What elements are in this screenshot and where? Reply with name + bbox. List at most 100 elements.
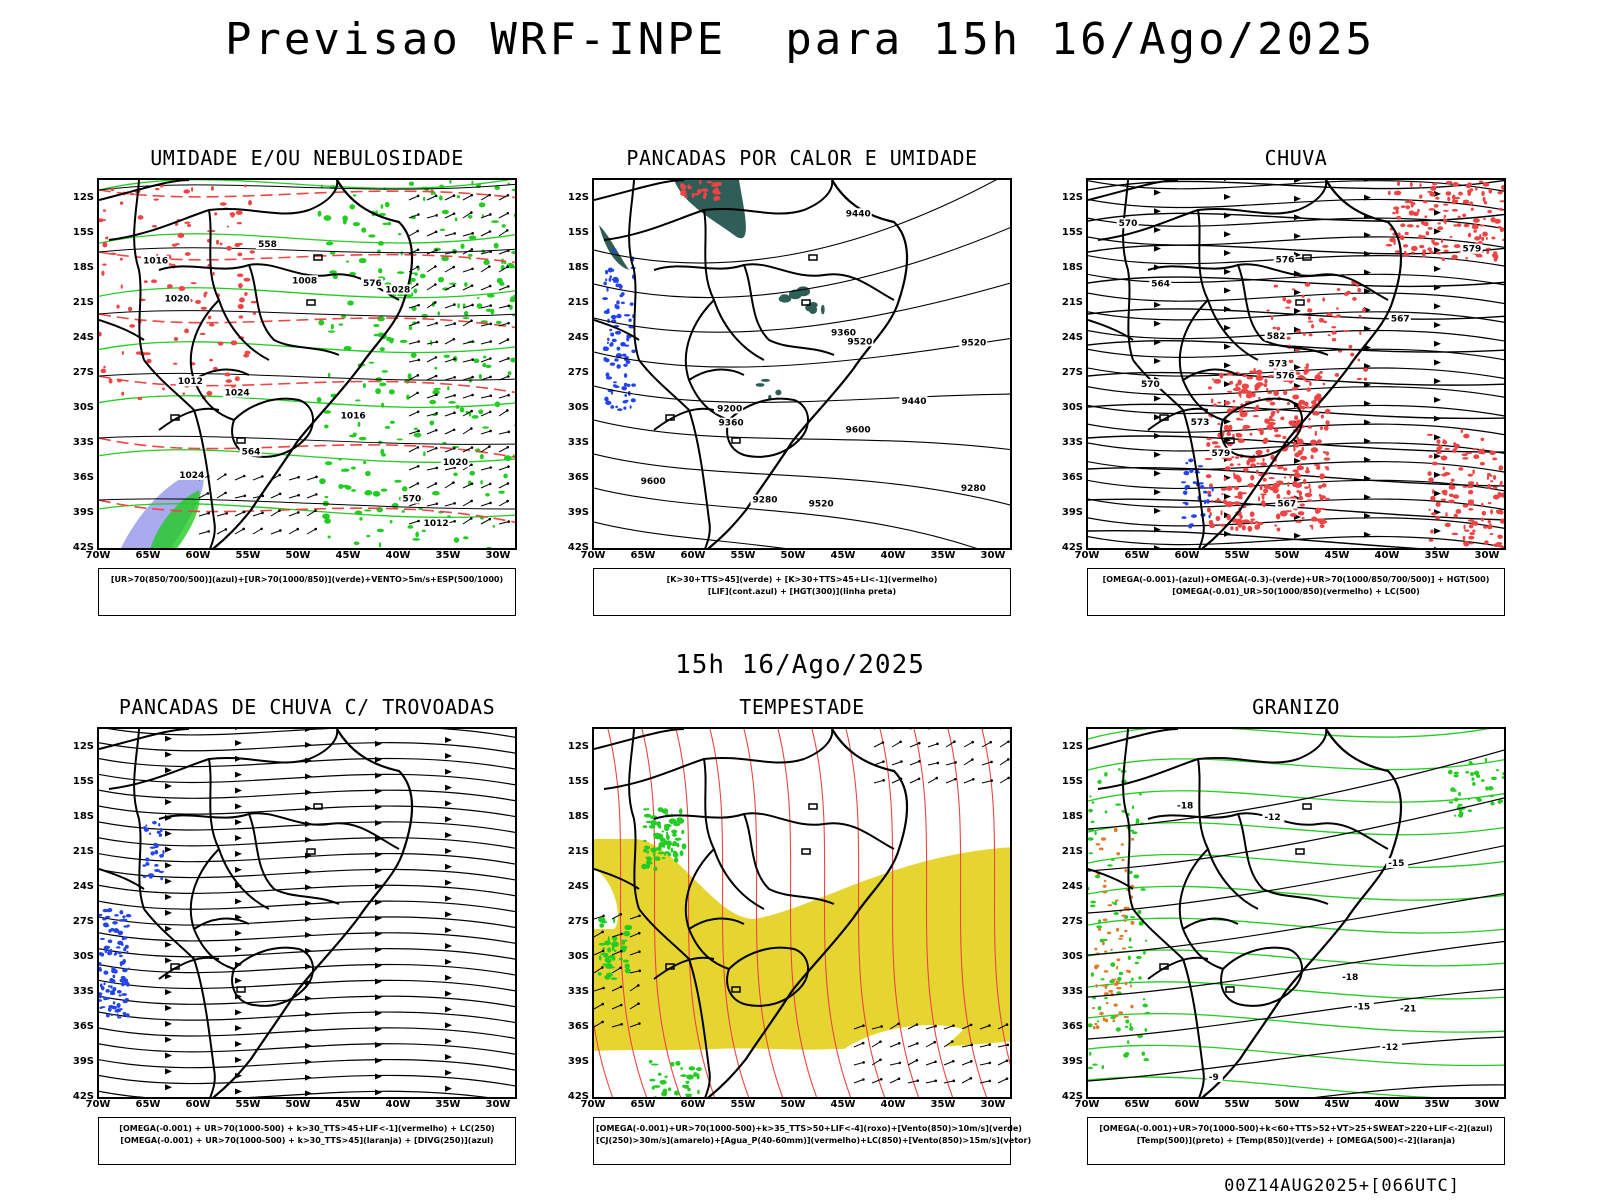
shaded-area <box>1286 401 1291 406</box>
shaded-area <box>323 410 332 414</box>
shaded-area <box>443 354 451 358</box>
shaded-area <box>1138 921 1144 926</box>
shaded-area <box>499 281 505 286</box>
streamline-arrow <box>445 847 452 854</box>
streamline <box>1088 236 1504 249</box>
wind-vector <box>426 394 437 399</box>
shaded-area <box>1115 803 1122 806</box>
shaded-area <box>1474 236 1481 241</box>
lat-label: 42S <box>1061 542 1083 553</box>
shaded-area <box>513 213 515 218</box>
streamline <box>99 948 515 960</box>
streamline-arrow <box>305 868 312 875</box>
streamline-arrow <box>375 962 382 969</box>
contour-label: 9360 <box>719 419 744 429</box>
streamline-arrow <box>165 846 172 853</box>
shaded-area <box>1500 546 1504 548</box>
shaded-area <box>609 362 616 366</box>
shaded-area <box>1107 904 1113 907</box>
shaded-area <box>105 1013 110 1018</box>
shaded-area <box>1089 795 1092 798</box>
wind-vector-head <box>620 1022 623 1026</box>
wind-vector-head <box>452 194 456 197</box>
contour-label-bg <box>162 293 191 304</box>
wind-vector-head <box>278 492 282 496</box>
shaded-area <box>1442 209 1449 212</box>
shaded-area <box>225 379 233 383</box>
shaded-area <box>1500 228 1503 231</box>
shaded-area <box>463 311 469 316</box>
shaded-area <box>1274 463 1278 468</box>
streamline-arrow <box>1434 247 1441 254</box>
streamline-arrow <box>305 1011 312 1018</box>
legend-line: [Temp(500)](preto) + [Temp(850)](verde) … <box>1136 1136 1456 1145</box>
shaded-area <box>1116 852 1121 856</box>
shaded-area <box>1427 471 1432 476</box>
wind-vector-head <box>953 777 957 781</box>
lon-label: 40W <box>385 550 411 561</box>
shaded-area <box>1104 950 1108 953</box>
shaded-area <box>1226 485 1233 491</box>
map-granizo: -12 -12 -15 -15 -18 -18 -21 -9 <box>1086 727 1506 1099</box>
contour-line <box>1088 853 1504 869</box>
shaded-area <box>629 302 634 306</box>
shaded-area <box>110 187 115 192</box>
shaded-area <box>602 346 610 352</box>
shaded-area <box>706 181 713 184</box>
lat-label: 33S <box>1061 986 1083 997</box>
shaded-area <box>760 378 771 382</box>
shaded-area <box>324 518 331 524</box>
contour-line <box>1088 403 1504 420</box>
streamline-arrow <box>305 805 312 812</box>
shaded-area <box>624 394 627 397</box>
shaded-area <box>1462 485 1468 488</box>
shaded-area <box>511 188 515 192</box>
streamline-arrow <box>1434 490 1441 497</box>
shaded-area <box>696 1067 702 1072</box>
shaded-area <box>1092 1063 1098 1066</box>
shaded-area <box>1301 516 1305 520</box>
shaded-area <box>616 300 620 305</box>
border-line <box>99 319 145 341</box>
shaded-area <box>510 357 515 363</box>
shaded-area <box>1482 196 1486 202</box>
lon-label: 70W <box>85 550 111 561</box>
border-line <box>231 946 314 1007</box>
streamline-arrow <box>235 803 242 810</box>
wind-vector-head <box>489 304 492 307</box>
shaded-area <box>1467 481 1475 485</box>
shaded-area <box>1115 927 1120 932</box>
wind-vector <box>889 1042 900 1048</box>
shaded-area <box>1422 200 1428 204</box>
wind-vector-head <box>416 229 419 233</box>
lat-label: 12S <box>567 741 589 752</box>
wind-vector-head <box>434 265 437 268</box>
shaded-area <box>1463 223 1470 228</box>
lon-label: 60W <box>1174 550 1200 561</box>
shaded-area <box>509 304 513 310</box>
shaded-area <box>1191 514 1197 518</box>
wind-vector <box>426 356 437 363</box>
wind-vector <box>408 230 418 237</box>
shaded-area <box>1481 502 1484 508</box>
streamline-arrow <box>165 1004 172 1011</box>
shaded-area <box>1450 787 1456 792</box>
shaded-area <box>1450 478 1455 482</box>
shaded-area <box>644 845 650 849</box>
wind-vector-head <box>470 284 474 287</box>
shaded-area <box>1453 244 1461 249</box>
wind-vector-head <box>970 1043 974 1047</box>
shaded-area <box>1270 411 1275 417</box>
shaded-area <box>610 332 615 337</box>
shaded-area <box>104 949 108 954</box>
shaded-area <box>1348 344 1353 349</box>
wind-vector-head <box>297 511 300 514</box>
streamline-arrow <box>1154 470 1161 477</box>
lat-label: 12S <box>1061 192 1083 203</box>
shaded-area <box>338 323 344 326</box>
shaded-area <box>1323 425 1329 431</box>
shaded-area <box>672 833 677 837</box>
shaded-area <box>1490 480 1494 483</box>
streamline-arrow <box>375 772 382 779</box>
shaded-area <box>607 955 616 959</box>
